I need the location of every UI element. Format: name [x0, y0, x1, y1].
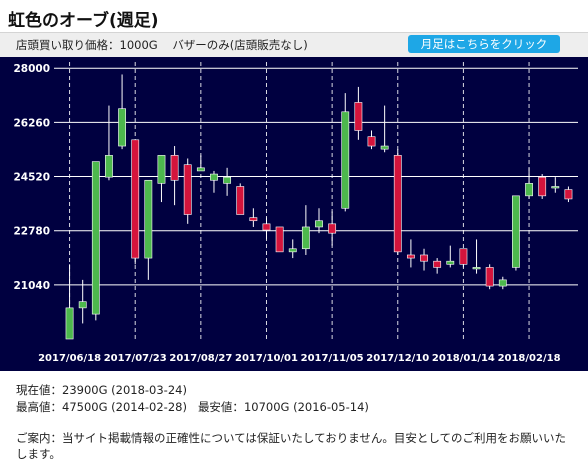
candle-body	[157, 155, 166, 184]
candle-body	[498, 279, 507, 287]
candle-body	[525, 183, 533, 197]
buy-price-label: 店頭買い取り価格：1000G	[16, 38, 158, 52]
candle-body	[354, 102, 363, 131]
low-price-label: 最安値：	[197, 400, 244, 414]
monthly-chart-button[interactable]: 月足はこちらをクリック	[408, 35, 560, 53]
x-tick-labels: 2017/06/18 2017/07/23 2017/08/27 2017/10/01…	[38, 353, 560, 364]
candle-body	[65, 307, 74, 340]
candle-body	[144, 179, 153, 259]
plot-background	[0, 57, 588, 371]
candle-body	[328, 223, 337, 234]
candle-body	[433, 260, 442, 268]
candle-body	[485, 267, 494, 287]
candle-body	[301, 226, 310, 250]
candle-body	[551, 186, 560, 189]
candle-body	[380, 145, 389, 150]
y-tick-label: 22780	[13, 226, 50, 238]
candle-body	[91, 161, 100, 315]
page-title: 虹色のオーブ(週足)	[8, 11, 159, 31]
x-tick-label: 2017/12/10	[366, 353, 429, 364]
x-tick-label: 2017/11/05	[301, 353, 364, 364]
y-tick-labels: 21040 22780 24520 26260 28000	[13, 63, 50, 292]
candle-body	[367, 136, 376, 147]
candle-body	[538, 176, 547, 197]
current-price-value: 23900G (2018-03-24)	[62, 383, 187, 397]
candle-body	[249, 217, 258, 222]
candles	[65, 74, 573, 340]
candle-body	[446, 260, 455, 265]
y-tick-label: 26260	[13, 117, 50, 129]
candle-body	[105, 155, 113, 178]
x-tick-label: 2017/10/01	[235, 353, 298, 364]
bazaar-only-label: バザーのみ(店頭販売なし)	[172, 38, 308, 52]
candle-body	[420, 254, 428, 262]
candle-body	[393, 155, 402, 253]
price-info-text: 店頭買い取り価格：1000G バザーのみ(店頭販売なし)	[16, 37, 308, 53]
disclaimer-notice: ご案内：当サイト掲載情報の正確性については保証いたしておりません。目安としてのご…	[16, 431, 567, 461]
weekly-candlestick-chart: 21040 22780 24520 26260 28000 2017/06/18 2017…	[0, 57, 588, 371]
grid	[54, 62, 578, 339]
x-tick-label: 2018/02/18	[498, 353, 561, 364]
candle-body	[236, 186, 245, 215]
candle-body	[472, 267, 481, 270]
y-tick-label: 28000	[13, 63, 50, 75]
x-tick-label: 2017/06/18	[38, 353, 101, 364]
candle-body	[118, 108, 126, 147]
y-tick-label: 21040	[13, 280, 50, 292]
current-price-label: 現在値：	[16, 383, 62, 397]
candle-body	[459, 248, 468, 265]
price-stats: 現在値：23900G (2018-03-24) 最高値：47500G (2014…	[16, 382, 369, 416]
candle-body	[210, 173, 218, 181]
high-price-value: 47500G (2014-02-28)	[62, 400, 187, 414]
x-tick-label: 2018/01/14	[432, 353, 495, 364]
candle-body	[288, 248, 297, 253]
low-price-value: 10700G (2016-05-14)	[243, 400, 369, 414]
candle-body	[512, 195, 520, 268]
candle-body	[131, 139, 140, 259]
candle-body	[275, 226, 284, 253]
candle-body	[196, 167, 205, 172]
x-tick-label: 2017/08/27	[169, 353, 232, 364]
x-tick-label: 2017/07/23	[104, 353, 167, 364]
high-low-row: 最高値：47500G (2014-02-28) 最安値：10700G (2016…	[16, 399, 369, 416]
candle-body	[341, 111, 350, 209]
candle-body	[262, 223, 271, 231]
y-tick-label: 24520	[13, 172, 50, 184]
current-price-row: 現在値：23900G (2018-03-24)	[16, 382, 369, 399]
candle-body	[223, 176, 232, 184]
candle-body	[78, 301, 87, 309]
candle-body	[564, 189, 573, 200]
high-price-label: 最高値：	[16, 400, 62, 414]
candle-body	[315, 220, 323, 228]
header: 虹色のオーブ(週足)	[0, 0, 588, 32]
candle-body	[406, 254, 415, 259]
candle-body	[183, 164, 192, 215]
candle-body	[170, 155, 179, 181]
